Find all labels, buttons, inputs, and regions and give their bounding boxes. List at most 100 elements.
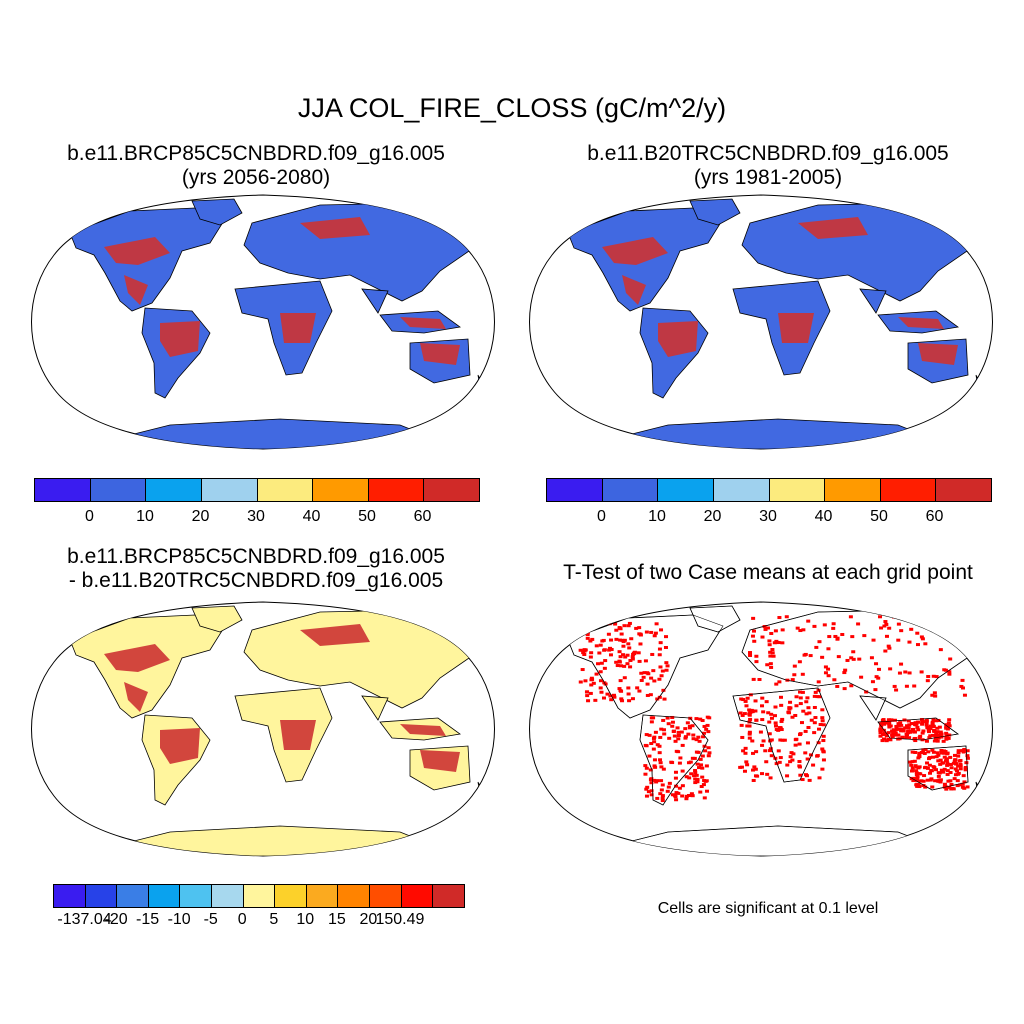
significant-cell	[921, 779, 926, 783]
significant-cell	[655, 796, 660, 800]
significant-cell	[745, 724, 750, 728]
fire-region	[124, 275, 148, 305]
significant-cell	[703, 779, 708, 783]
colorbar-tick-label: 40	[302, 508, 321, 525]
significant-cell	[914, 620, 919, 624]
significant-cell	[677, 761, 682, 765]
significant-cell	[793, 743, 798, 747]
significant-cell	[665, 664, 670, 668]
significant-cell	[953, 767, 958, 771]
significant-cell	[625, 662, 630, 666]
significant-cell	[921, 748, 926, 752]
significant-cell	[637, 626, 642, 630]
significant-cell	[660, 796, 665, 800]
significant-cell	[831, 626, 836, 630]
significant-cell	[751, 751, 756, 755]
significant-cell	[647, 733, 652, 737]
significant-cell	[916, 766, 921, 770]
significant-cell	[674, 749, 679, 753]
significant-cell	[660, 794, 665, 798]
significant-cell	[584, 690, 589, 694]
significant-cell	[932, 728, 937, 732]
significant-cell	[657, 653, 662, 657]
significant-cell	[938, 730, 943, 734]
significant-cell	[672, 793, 677, 797]
significant-cell	[804, 700, 809, 704]
significant-cell	[747, 713, 752, 717]
significant-cell	[820, 767, 825, 771]
significant-cell	[928, 724, 933, 728]
significant-cell	[664, 668, 669, 672]
significant-cell	[948, 657, 953, 661]
significant-cell	[638, 633, 643, 637]
significant-cell	[780, 628, 785, 632]
fire-region	[160, 728, 200, 764]
significant-cell	[751, 629, 756, 633]
significant-cell	[956, 751, 961, 755]
significant-cell	[816, 680, 821, 684]
significant-cell	[776, 728, 781, 732]
significant-cell	[771, 654, 776, 658]
significant-cell	[643, 764, 648, 768]
significant-cell	[630, 657, 635, 661]
significant-cell	[798, 696, 803, 700]
significant-cell	[644, 794, 649, 798]
significant-cell	[589, 676, 594, 680]
significant-cell	[798, 702, 803, 706]
significant-cell	[751, 616, 756, 620]
significant-cell	[665, 789, 670, 793]
significant-cell	[660, 799, 665, 803]
fire-region	[160, 321, 200, 357]
significant-cell	[832, 678, 837, 682]
fire-region	[420, 343, 460, 365]
significant-cell	[945, 727, 950, 731]
significant-cell	[674, 791, 679, 795]
significant-cell	[753, 709, 758, 713]
significant-cell	[701, 783, 706, 787]
significant-cell	[920, 720, 925, 724]
significant-cell	[642, 671, 647, 675]
significant-cell	[786, 710, 791, 714]
colorbar-tick-label: 50	[358, 508, 376, 525]
significant-cell	[962, 780, 967, 784]
significant-cell	[706, 754, 711, 758]
significant-cell	[801, 709, 806, 713]
significant-cell	[757, 677, 762, 681]
significant-cell	[630, 697, 635, 701]
significant-cell	[820, 719, 825, 723]
significant-cell	[764, 760, 769, 764]
significant-cell	[842, 687, 847, 691]
significant-cell	[699, 763, 704, 767]
significant-cell	[907, 640, 912, 644]
significant-cell	[879, 626, 884, 630]
significant-cell	[769, 631, 774, 635]
significant-cell	[806, 725, 811, 729]
colorbar-tick-label: 30	[247, 508, 265, 525]
significant-cell	[959, 749, 964, 753]
significant-cell	[740, 713, 745, 717]
significant-cell	[769, 754, 774, 758]
significant-cell	[658, 665, 663, 669]
significant-cell	[929, 769, 934, 773]
significant-cell	[957, 759, 962, 763]
significant-cell	[748, 717, 753, 721]
significant-cell	[747, 732, 752, 736]
significant-cell	[670, 715, 675, 719]
significant-cell	[695, 780, 700, 784]
significant-cell	[797, 660, 802, 664]
significant-cell	[788, 760, 793, 764]
significant-cell	[768, 654, 773, 658]
significant-cell	[679, 730, 684, 734]
fire-region	[124, 682, 148, 712]
significant-cell	[928, 726, 933, 730]
significant-cell	[658, 758, 663, 762]
significant-cell	[649, 720, 654, 724]
significant-cell	[955, 784, 960, 788]
colorbar-tick-label: -10	[167, 911, 191, 928]
significant-cell	[643, 659, 648, 663]
significant-cell	[809, 718, 814, 722]
significant-cell	[747, 736, 752, 740]
significant-cell	[754, 660, 759, 664]
significant-cell	[686, 793, 691, 797]
significant-cell	[658, 641, 663, 645]
